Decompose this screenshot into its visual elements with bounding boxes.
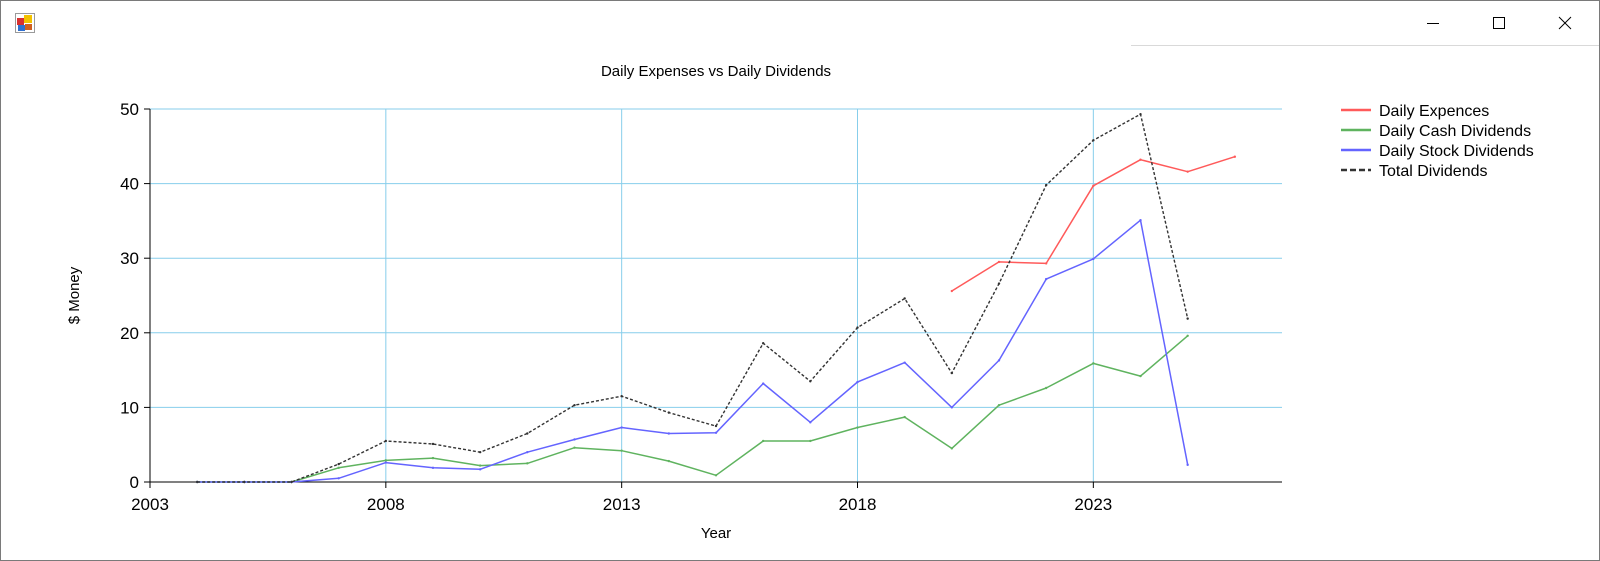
series-1-point (997, 260, 1001, 264)
series-2-point (856, 426, 859, 429)
series-2-point (478, 464, 482, 467)
series-1-point (1092, 184, 1095, 188)
chart-title: Daily Expenses vs Daily Dividends (601, 63, 831, 80)
y-tick-label: 30 (120, 249, 139, 268)
series-2-point (526, 462, 529, 465)
series-4-point (950, 371, 954, 375)
series-2-point (384, 459, 388, 462)
x-axis-label: Year (701, 525, 731, 542)
series-4-point (997, 282, 1001, 285)
series-1-point (1186, 170, 1189, 173)
series-4-point (761, 342, 765, 345)
series-1-point (950, 289, 954, 293)
maximize-icon (1491, 15, 1507, 31)
series-3-point (809, 421, 812, 424)
series-1-point (1139, 158, 1142, 161)
y-tick-label: 0 (130, 473, 139, 492)
minimize-icon (1425, 15, 1441, 31)
maximize-button[interactable] (1467, 1, 1531, 45)
series-4-point (478, 450, 482, 454)
series-3-point (1186, 463, 1189, 467)
series-3-point (667, 432, 671, 435)
legend-item-label: Daily Stock Dividends (1379, 143, 1534, 160)
series-4-point (1092, 139, 1095, 142)
series-4-point (1139, 113, 1142, 116)
series-3-point (526, 450, 529, 454)
series-3-point (620, 426, 623, 429)
series-2-point (667, 459, 671, 463)
series-3-point (431, 466, 435, 470)
series-4-point (1186, 317, 1189, 320)
series-1-point (1044, 262, 1048, 265)
series-3-point (903, 361, 906, 364)
series-4-point (243, 480, 246, 484)
series-4-point (856, 326, 859, 329)
legend-item-label: Daily Expences (1379, 103, 1489, 120)
x-tick-label: 2013 (603, 495, 641, 514)
series-4-point (337, 462, 340, 466)
title-bar[interactable] (1, 1, 1599, 46)
series-2-point (337, 466, 340, 470)
series-4-point (431, 442, 435, 446)
series-3-point (1044, 277, 1048, 281)
series-3-point (761, 382, 765, 385)
series-2-point (620, 449, 623, 452)
y-tick-label: 50 (120, 100, 139, 119)
series-4-point (290, 480, 293, 484)
series-3-point (714, 431, 718, 434)
x-tick-label: 2023 (1074, 495, 1112, 514)
x-tick-label: 2008 (367, 495, 405, 514)
series-2-point (997, 403, 1001, 407)
series-4-point (1044, 183, 1048, 187)
legend-item-label: Daily Cash Dividends (1379, 123, 1531, 140)
series-4-point (195, 480, 199, 484)
series-4-point (903, 297, 906, 300)
series-4-point (667, 411, 671, 414)
y-tick-label: 40 (120, 175, 139, 194)
series-3-point (997, 359, 1001, 362)
series-3-point (1139, 218, 1142, 222)
series-4-point (573, 403, 576, 407)
y-tick-label: 10 (120, 398, 139, 417)
series-2-point (903, 415, 906, 419)
series-3-point (478, 468, 482, 471)
y-tick-label: 20 (120, 324, 139, 343)
series-3-point (856, 380, 859, 384)
series-line-2 (197, 335, 1189, 483)
series-2-point (761, 439, 765, 443)
title-bar-divider (1131, 45, 1599, 46)
close-icon (1557, 15, 1573, 31)
y-axis-label: $ Money (66, 266, 83, 324)
series-3-point (1092, 257, 1095, 261)
series-2-point (431, 456, 435, 460)
minimize-button[interactable] (1401, 1, 1465, 45)
x-tick-label: 2018 (839, 495, 877, 514)
series-3-point (573, 438, 576, 441)
series-2-point (950, 447, 954, 450)
series-2-point (1044, 386, 1048, 390)
series-1-point (1233, 155, 1237, 158)
x-tick-label: 2003 (131, 495, 169, 514)
series-4-point (714, 424, 718, 428)
series-2-point (1139, 374, 1142, 378)
series-2-point (1092, 362, 1095, 365)
series-2-point (714, 474, 718, 477)
series-3-point (950, 406, 954, 409)
legend-item-label: Total Dividends (1379, 163, 1488, 180)
series-4-point (809, 380, 812, 383)
series-line-3 (197, 219, 1189, 483)
series-line-4 (197, 113, 1189, 483)
series-2-point (573, 446, 576, 449)
close-button[interactable] (1533, 1, 1597, 45)
series-3-point (337, 477, 340, 480)
series-2-point (1186, 334, 1189, 337)
app-icon[interactable] (15, 13, 35, 33)
series-4-point (384, 439, 388, 443)
series-4-point (526, 432, 529, 435)
series-3-point (384, 461, 388, 464)
series-2-point (809, 439, 812, 443)
series-4-point (620, 395, 623, 398)
